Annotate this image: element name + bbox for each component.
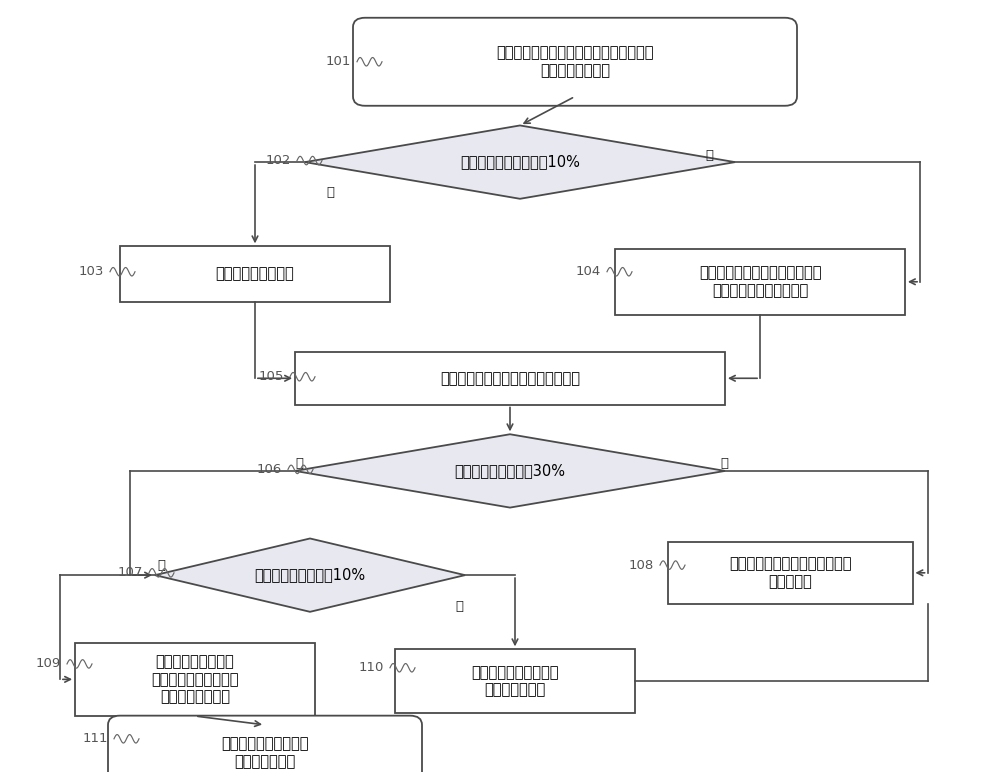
Text: 节点接收上一跳节点发送的信息，提取上
一跳节点的能量值: 节点接收上一跳节点发送的信息，提取上 一跳节点的能量值 [496,46,654,78]
Text: 是: 是 [157,560,165,572]
Text: 111: 111 [82,733,108,745]
Bar [395,649,635,713]
Text: 110: 110 [359,662,384,674]
Text: 采用圆形区域动态搜索
重寻下一跳节点: 采用圆形区域动态搜索 重寻下一跳节点 [471,665,559,697]
Text: 从转发列表中选取下一跳节点，
并转发信息: 从转发列表中选取下一跳节点， 并转发信息 [729,557,851,589]
Text: 是: 是 [295,457,303,469]
Text: 109: 109 [36,658,61,670]
Text: 105: 105 [259,371,284,383]
Polygon shape [155,539,465,611]
Text: 101: 101 [326,56,351,68]
Bar [75,642,315,716]
Text: 节点将自身能量值插入信息中并转发: 节点将自身能量值插入信息中并转发 [440,371,580,386]
Text: 发信息告知上一跳节
点，上一跳节点将本节
点从路由表中删除: 发信息告知上一跳节 点，上一跳节点将本节 点从路由表中删除 [151,655,239,704]
FancyBboxPatch shape [353,18,797,106]
Bar [295,352,725,405]
Text: 108: 108 [629,559,654,571]
Text: 106: 106 [257,463,282,476]
Text: 否: 否 [720,457,728,469]
Text: 102: 102 [266,154,291,167]
Text: 本节点仅发送数据，不
再进行数据转发: 本节点仅发送数据，不 再进行数据转发 [221,736,309,769]
Text: 是: 是 [705,150,713,162]
Text: 上一跳节点能量值小于10%: 上一跳节点能量值小于10% [460,154,580,170]
FancyBboxPatch shape [108,716,422,772]
Text: 更新邻居节点能量表: 更新邻居节点能量表 [216,266,294,282]
Bar [615,249,905,315]
Text: 更新邻居节点能量列表，并将上
一跳节点从路由表中删除: 更新邻居节点能量列表，并将上 一跳节点从路由表中删除 [699,266,821,298]
Bar [668,542,912,604]
Text: 104: 104 [576,266,601,278]
Text: 节点自身能量值小于30%: 节点自身能量值小于30% [454,463,566,479]
Polygon shape [295,434,725,508]
Text: 否: 否 [455,600,463,612]
Text: 107: 107 [118,567,143,579]
Text: 103: 103 [79,266,104,278]
Text: 节点自身能量值小于10%: 节点自身能量值小于10% [254,567,366,583]
Polygon shape [305,125,735,198]
Bar [120,246,390,302]
Text: 否: 否 [326,187,334,199]
